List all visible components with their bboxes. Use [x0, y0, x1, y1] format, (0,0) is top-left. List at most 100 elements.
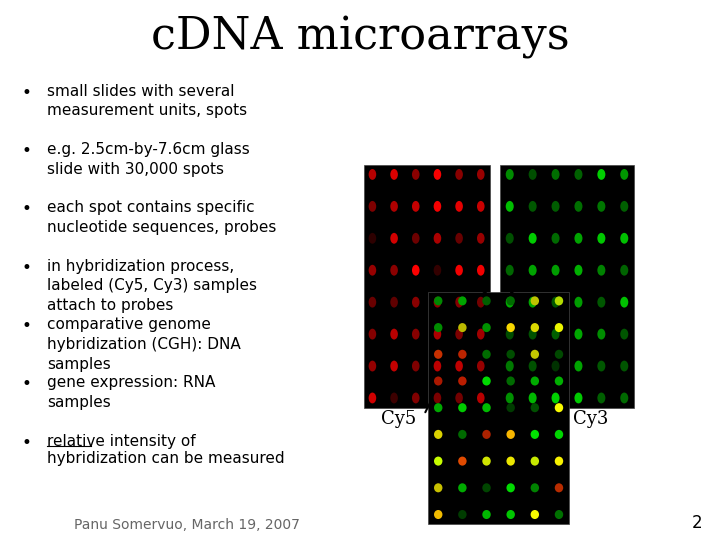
Ellipse shape — [528, 297, 536, 308]
Text: 2: 2 — [691, 514, 702, 532]
Ellipse shape — [433, 393, 441, 403]
Text: gene expression: RNA
samples: gene expression: RNA samples — [47, 375, 215, 410]
Ellipse shape — [575, 361, 582, 372]
Ellipse shape — [412, 393, 420, 403]
Ellipse shape — [458, 430, 467, 439]
Ellipse shape — [369, 233, 377, 244]
Ellipse shape — [390, 361, 398, 372]
Ellipse shape — [598, 265, 606, 275]
Ellipse shape — [554, 510, 563, 519]
Ellipse shape — [620, 233, 629, 244]
Ellipse shape — [434, 323, 443, 332]
Ellipse shape — [477, 201, 485, 212]
Ellipse shape — [575, 393, 582, 403]
Ellipse shape — [528, 169, 536, 180]
Ellipse shape — [598, 329, 606, 340]
Ellipse shape — [620, 201, 629, 212]
Ellipse shape — [575, 169, 582, 180]
Text: Cy3: Cy3 — [573, 410, 608, 428]
Ellipse shape — [620, 393, 629, 403]
Ellipse shape — [531, 403, 539, 412]
Ellipse shape — [390, 169, 398, 180]
Ellipse shape — [412, 297, 420, 308]
Ellipse shape — [458, 296, 467, 306]
Ellipse shape — [433, 233, 441, 244]
Ellipse shape — [552, 265, 559, 275]
Ellipse shape — [598, 297, 606, 308]
Ellipse shape — [506, 376, 515, 386]
Ellipse shape — [554, 296, 563, 306]
Ellipse shape — [528, 393, 536, 403]
Ellipse shape — [477, 297, 485, 308]
Ellipse shape — [455, 201, 463, 212]
Text: •: • — [22, 375, 32, 393]
Ellipse shape — [531, 350, 539, 359]
FancyBboxPatch shape — [364, 165, 490, 408]
Ellipse shape — [369, 329, 377, 340]
Ellipse shape — [477, 361, 485, 372]
Ellipse shape — [455, 169, 463, 180]
Text: •: • — [22, 142, 32, 160]
Ellipse shape — [477, 233, 485, 244]
Ellipse shape — [458, 350, 467, 359]
Ellipse shape — [390, 297, 398, 308]
Ellipse shape — [575, 297, 582, 308]
Ellipse shape — [477, 265, 485, 275]
Ellipse shape — [390, 233, 398, 244]
Ellipse shape — [482, 296, 491, 306]
Ellipse shape — [620, 361, 629, 372]
Ellipse shape — [369, 361, 377, 372]
Ellipse shape — [390, 329, 398, 340]
Ellipse shape — [433, 329, 441, 340]
Ellipse shape — [455, 329, 463, 340]
Ellipse shape — [434, 483, 443, 492]
Ellipse shape — [505, 329, 514, 340]
Ellipse shape — [369, 169, 377, 180]
Ellipse shape — [482, 323, 491, 332]
Ellipse shape — [412, 169, 420, 180]
Ellipse shape — [369, 201, 377, 212]
Ellipse shape — [554, 403, 563, 412]
Ellipse shape — [455, 297, 463, 308]
Ellipse shape — [482, 456, 491, 465]
Ellipse shape — [434, 403, 443, 412]
Ellipse shape — [528, 233, 536, 244]
Ellipse shape — [506, 510, 515, 519]
Ellipse shape — [531, 483, 539, 492]
Ellipse shape — [505, 297, 514, 308]
Ellipse shape — [620, 169, 629, 180]
Ellipse shape — [458, 483, 467, 492]
Ellipse shape — [505, 201, 514, 212]
Text: e.g. 2.5cm-by-7.6cm glass
slide with 30,000 spots: e.g. 2.5cm-by-7.6cm glass slide with 30,… — [47, 142, 250, 177]
Ellipse shape — [554, 430, 563, 439]
Ellipse shape — [412, 361, 420, 372]
Ellipse shape — [598, 201, 606, 212]
Ellipse shape — [528, 361, 536, 372]
Ellipse shape — [552, 393, 559, 403]
Text: Panu Somervuo, March 19, 2007: Panu Somervuo, March 19, 2007 — [74, 518, 300, 532]
Ellipse shape — [482, 376, 491, 386]
Ellipse shape — [506, 430, 515, 439]
Ellipse shape — [390, 201, 398, 212]
Ellipse shape — [434, 456, 443, 465]
Ellipse shape — [433, 265, 441, 275]
Ellipse shape — [434, 350, 443, 359]
Ellipse shape — [434, 510, 443, 519]
Text: in hybridization process,
labeled (Cy5, Cy3) samples
attach to probes: in hybridization process, labeled (Cy5, … — [47, 259, 257, 313]
Text: •: • — [22, 84, 32, 102]
Ellipse shape — [433, 361, 441, 372]
Text: comparative genome
hybridization (CGH): DNA
samples: comparative genome hybridization (CGH): … — [47, 317, 240, 372]
Text: relative intensity of: relative intensity of — [47, 434, 195, 449]
Ellipse shape — [598, 169, 606, 180]
Ellipse shape — [506, 483, 515, 492]
Ellipse shape — [412, 233, 420, 244]
Ellipse shape — [458, 403, 467, 412]
Text: small slides with several
measurement units, spots: small slides with several measurement un… — [47, 84, 247, 118]
Ellipse shape — [434, 296, 443, 306]
Ellipse shape — [528, 201, 536, 212]
Text: •: • — [22, 317, 32, 335]
Ellipse shape — [575, 265, 582, 275]
FancyBboxPatch shape — [500, 165, 634, 408]
Ellipse shape — [390, 265, 398, 275]
Ellipse shape — [505, 233, 514, 244]
